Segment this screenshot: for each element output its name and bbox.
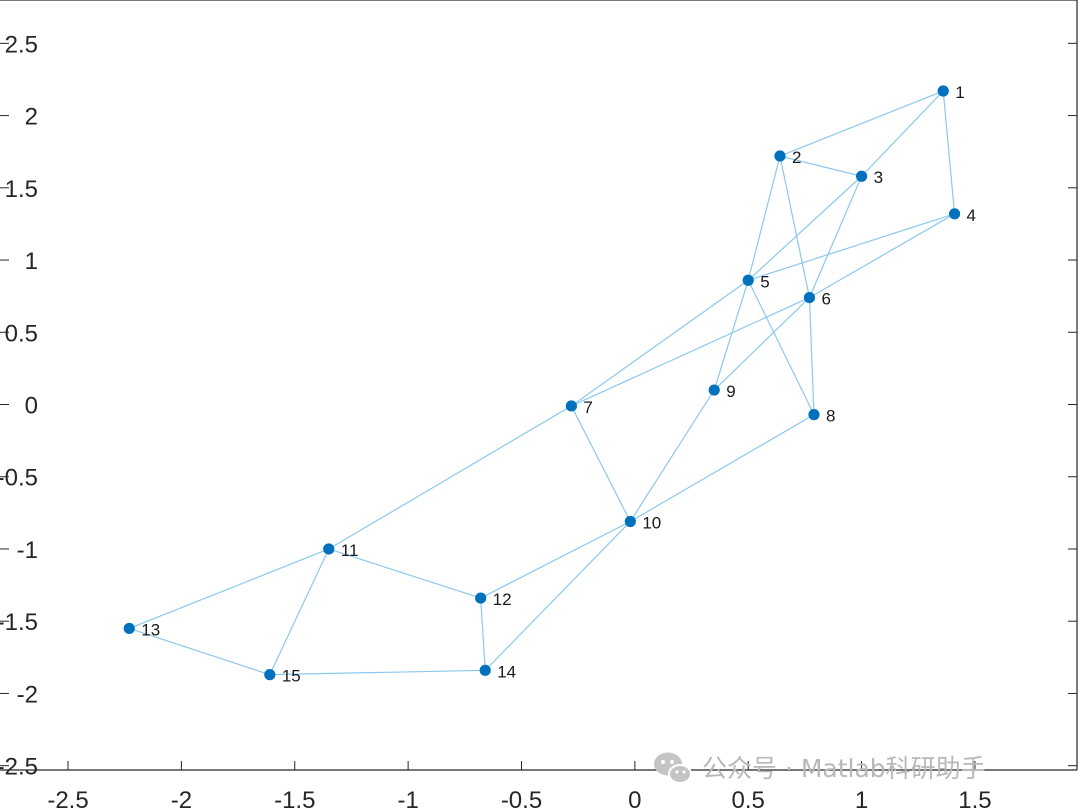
node-label: 11 xyxy=(341,541,359,560)
x-tick-label: -1 xyxy=(397,787,418,811)
nodes-layer xyxy=(123,85,961,681)
graph-edge xyxy=(808,176,863,298)
graph-node xyxy=(774,150,786,162)
graph-edge xyxy=(630,414,815,523)
graph-node xyxy=(937,85,949,97)
graph-edge xyxy=(484,521,631,671)
node-label: 8 xyxy=(826,407,835,426)
graph-edge xyxy=(747,155,781,281)
node-label: 10 xyxy=(642,514,661,533)
node-label: 9 xyxy=(726,382,735,401)
graph-edge xyxy=(629,389,715,522)
graph-edge xyxy=(129,548,329,629)
y-tick-label: 1.5 xyxy=(5,176,38,203)
y-tick-label: 2 xyxy=(25,104,38,131)
y-tick-label: -2 xyxy=(17,681,38,708)
graph-edge xyxy=(269,548,330,675)
graph-node xyxy=(479,664,491,676)
y-axis-ticks: 2.5 2 1.5 1 0.5 0 -0.5 -1 -1.5 -2 -2.5 xyxy=(0,31,1077,781)
y-tick-label: 1 xyxy=(25,248,38,275)
graph-node xyxy=(742,274,754,286)
graph-edge xyxy=(747,175,863,281)
graph-node xyxy=(948,208,961,220)
graph-edge xyxy=(480,598,486,671)
y-tick-label: -1 xyxy=(17,537,38,564)
graph-edge xyxy=(571,279,749,407)
graph-edge xyxy=(808,297,815,415)
x-tick-label: 0 xyxy=(628,787,641,811)
graph-edge xyxy=(713,297,810,391)
graph-edge xyxy=(942,90,956,214)
watermark: 公众号 · Matlab科研助手 xyxy=(654,752,986,784)
graph-edge xyxy=(328,405,572,550)
node-label: 14 xyxy=(497,662,516,681)
watermark-text: 公众号 · Matlab科研助手 xyxy=(702,754,986,783)
x-tick-label: 0.5 xyxy=(732,787,765,811)
graph-node xyxy=(565,400,577,412)
graph-node xyxy=(808,409,820,421)
graph-edge xyxy=(269,669,486,676)
y-tick-label: -2.5 xyxy=(0,754,38,781)
graph-edge xyxy=(571,297,810,407)
graph-edge xyxy=(779,155,811,298)
x-tick-label: 1.5 xyxy=(958,787,991,811)
graph-edge xyxy=(747,279,815,415)
x-tick-label: -0.5 xyxy=(501,787,542,811)
x-tick-label: -2.5 xyxy=(47,787,88,811)
graph-edge xyxy=(779,90,944,157)
graph-edge xyxy=(779,155,862,177)
graph-edge xyxy=(570,405,631,522)
graph-edge xyxy=(809,213,955,299)
x-tick-label: -2 xyxy=(171,787,192,811)
y-tick-label: -0.5 xyxy=(0,465,38,492)
node-label: 6 xyxy=(821,290,830,309)
graph-node xyxy=(856,170,868,182)
node-label: 13 xyxy=(141,620,160,639)
node-label: 3 xyxy=(874,168,883,187)
graph-node xyxy=(475,592,487,604)
node-label: 7 xyxy=(583,398,592,417)
y-tick-label: 0.5 xyxy=(5,320,38,347)
edges-layer xyxy=(129,90,956,676)
graph-edge xyxy=(480,520,631,599)
graph-node xyxy=(803,291,816,304)
graph-node xyxy=(624,515,636,528)
graph-node xyxy=(123,622,135,635)
y-tick-label: 0 xyxy=(25,393,38,420)
graph-node xyxy=(264,669,276,681)
graph-node xyxy=(323,543,335,555)
x-tick-label: -1.5 xyxy=(274,787,315,811)
node-label: 5 xyxy=(760,272,769,291)
x-tick-label: 1 xyxy=(855,787,868,811)
node-label: 15 xyxy=(282,667,301,686)
graph-edge xyxy=(129,627,271,676)
x-axis-ticks: -2.5 -2 -1.5 -1 -0.5 0 0.5 1 1.5 xyxy=(47,761,992,811)
graph-edge xyxy=(713,280,749,391)
axes-frame xyxy=(0,0,1078,771)
graph-node xyxy=(708,384,720,396)
wechat-icon xyxy=(654,752,692,784)
node-label: 4 xyxy=(967,206,976,225)
node-label: 2 xyxy=(792,148,801,167)
graph-edge xyxy=(861,90,944,177)
node-label: 12 xyxy=(493,590,512,609)
graph-edge xyxy=(328,548,481,599)
y-tick-label: 2.5 xyxy=(5,31,38,58)
y-tick-label: -1.5 xyxy=(0,609,38,636)
graph-edge xyxy=(748,213,955,281)
node-label: 1 xyxy=(955,83,964,102)
